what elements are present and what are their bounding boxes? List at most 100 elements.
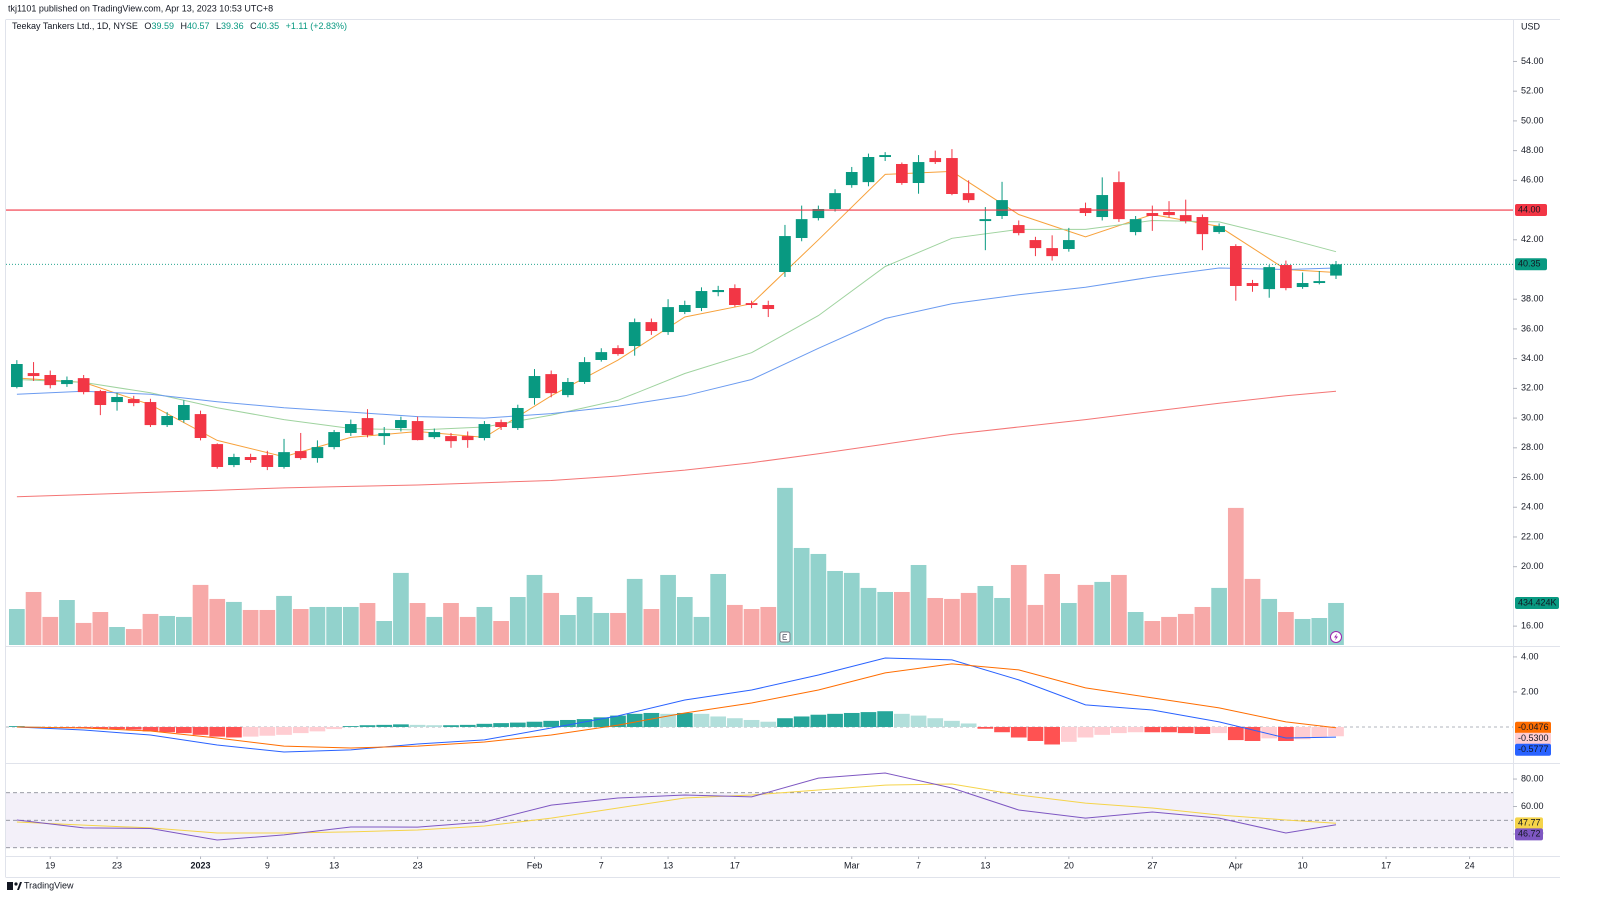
macd-histogram-bar [1077,726,1094,738]
volume-bar [793,547,810,645]
candle-body [862,157,875,183]
candle [27,362,40,381]
x-tick-label: 24 [1465,860,1475,870]
macd-histogram-bar [359,725,376,727]
candle-body [1029,240,1042,249]
macd-histogram-bar [443,725,459,727]
x-tick-label: 9 [265,860,270,870]
candle [1280,260,1292,291]
candle [528,369,541,405]
candle [1129,215,1142,236]
candle-body [779,236,791,273]
candle-body [495,422,507,428]
macd-histogram-bar [342,726,359,727]
candle-body [1163,211,1175,216]
candle [311,440,324,463]
volume-bar [693,616,710,645]
volume-bar [443,603,459,645]
candle [211,443,224,469]
macd-histogram-bar [9,726,25,727]
candle-body [445,436,457,442]
x-tick-label: 10 [1298,860,1308,870]
candle-body [628,322,641,347]
logo-part [17,882,22,890]
candle-body [612,348,624,355]
volume-bar [960,592,977,645]
candle [361,409,374,438]
macd-histogram-bar [192,726,209,735]
volume-bar [760,606,777,645]
volume-bar [476,606,493,645]
change: +1.11 (+2.83%) [286,21,347,31]
candle [1163,201,1175,218]
candle [194,410,207,441]
candle [94,389,107,416]
volume-bar [25,591,42,645]
candle-body [1146,213,1159,216]
macd-histogram-bar [426,725,443,727]
candle-body [1246,283,1259,286]
candle-body [745,303,758,306]
macd-histogram-bar [1094,726,1111,735]
volume-bar [92,612,109,645]
volume-bar [710,573,727,645]
y-tick-label: 38.00 [1521,294,1544,304]
currency: USD [1521,21,1541,31]
macd-histogram-bar [259,726,276,736]
volume-bar [860,587,877,645]
macd-histogram-bar [109,726,125,730]
volume-bar [1311,618,1328,645]
volume-bar [660,574,676,645]
candle [1179,199,1192,224]
x-tick-label: 13 [663,860,673,870]
candle-body [378,433,391,437]
candle [428,428,441,439]
candle [662,299,674,335]
last-price-label: 40.35 [1518,259,1541,269]
x-tick-label: 2023 [191,860,211,870]
y-tick-label: 52.00 [1521,86,1544,96]
candle-body [829,193,841,210]
macd-histogram-bar [994,726,1010,733]
macd-histogram-bar [593,717,610,727]
candle [1029,236,1042,257]
volume-bar [242,609,259,645]
candle-body [595,352,608,360]
candle [1313,270,1326,285]
candle [395,416,407,432]
volume-bar [292,609,309,645]
candle [344,419,357,436]
candle [228,453,240,468]
candle-body [127,399,140,404]
x-tick-label: 17 [1381,860,1391,870]
macd-histogram-bar [1161,726,1177,733]
candle [862,153,875,187]
volume-bar [493,621,509,645]
volume-bar [1177,613,1194,645]
candle-body [161,416,173,426]
y-tick-label: 34.00 [1521,353,1544,363]
volume-bar [175,616,192,645]
volume-bar [75,622,92,645]
volume-label-box [1515,596,1559,609]
volume-bar [309,606,326,645]
volume-bar [827,570,843,645]
candle-body [361,418,374,436]
macd-histogram-bar [242,726,259,737]
x-tick-label: 17 [730,860,740,870]
candle [996,181,1008,219]
candle [729,284,741,307]
candle [1196,214,1209,251]
candle [929,150,942,164]
volume-bar [560,615,576,645]
x-tick-label: 27 [1147,860,1157,870]
candle-body [879,155,891,158]
volume-bar [1227,507,1244,645]
volume-bar [192,584,209,645]
volume-bar [1261,598,1278,645]
candle-body [946,158,958,195]
ohlc-key: O [144,21,151,31]
candle [779,224,791,277]
level-label-box [1515,204,1547,217]
